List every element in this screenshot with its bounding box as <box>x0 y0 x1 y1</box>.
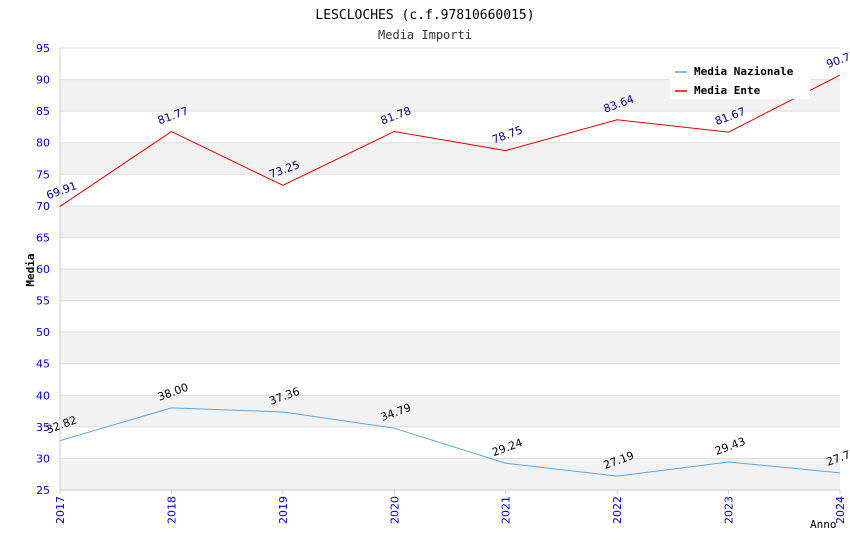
series-line-media-ente <box>59 74 841 207</box>
plot-band <box>60 300 840 333</box>
x-tick-label: 2017 <box>54 496 67 524</box>
legend: Media Nazionale Media Ente <box>670 61 810 99</box>
y-tick-label: 70 <box>36 200 50 213</box>
x-tick-label: 2019 <box>277 496 290 524</box>
y-axis-label: Media <box>24 253 37 286</box>
y-tick-label: 65 <box>36 231 50 244</box>
legend-label-media-nazionale: Media Nazionale <box>694 65 794 78</box>
legend-label-media-ente: Media Ente <box>694 84 761 97</box>
y-tick-label: 45 <box>36 358 50 371</box>
y-tick-label: 90 <box>36 74 50 87</box>
y-tick-label: 85 <box>36 105 50 118</box>
grid-lines <box>60 47 840 491</box>
plot-band <box>60 395 840 427</box>
x-axis-label: Anno <box>810 518 837 531</box>
x-tick-label: 2024 <box>834 496 847 524</box>
y-tick-label: 50 <box>36 326 50 339</box>
y-tick-label: 25 <box>36 484 50 497</box>
plot-band <box>60 205 840 238</box>
chart-subtitle: Media Importi <box>378 28 472 42</box>
plot-band <box>60 458 840 490</box>
y-tick-label: 30 <box>36 452 50 465</box>
y-tick-label: 40 <box>36 389 50 402</box>
y-tick-label: 60 <box>36 263 50 276</box>
series-lines <box>59 74 841 477</box>
x-tick-labels: 2017 2018 2019 2020 2021 2022 2023 2024 <box>54 490 847 524</box>
plot-band <box>60 142 840 175</box>
plot-band <box>60 111 840 143</box>
y-tick-label: 75 <box>36 168 50 181</box>
x-tick-label: 2022 <box>611 496 624 524</box>
plot-band <box>60 174 840 206</box>
plot-band <box>60 237 840 269</box>
series-line-media-nazionale <box>59 407 841 477</box>
plot-band <box>60 426 840 459</box>
plot-background <box>60 48 840 490</box>
y-tick-label: 95 <box>36 42 50 55</box>
y-tick-label: 35 <box>36 421 50 434</box>
plot-band <box>60 269 840 301</box>
plot-band <box>60 332 840 364</box>
y-tick-label: 80 <box>36 137 50 150</box>
x-tick-label: 2021 <box>500 496 513 524</box>
x-tick-label: 2018 <box>165 496 178 524</box>
legend-box <box>670 61 810 99</box>
y-tick-label: 55 <box>36 295 50 308</box>
x-tick-label: 2020 <box>388 496 401 524</box>
x-tick-label: 2023 <box>723 496 736 524</box>
y-tick-labels: 25 30 35 40 45 50 55 60 65 70 75 80 85 90 95 <box>36 42 50 497</box>
plot-band <box>60 363 840 396</box>
chart-title: LESCLOCHES (c.f.97810660015) <box>315 8 534 23</box>
